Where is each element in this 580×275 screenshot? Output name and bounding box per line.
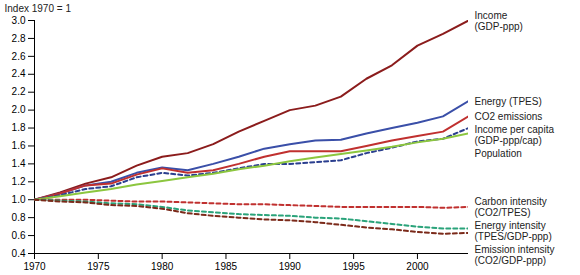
svg-text:2.2: 2.2 [12,86,26,97]
svg-text:2.8: 2.8 [12,33,26,44]
svg-text:Income per capita(GDP-ppp/cap): Income per capita(GDP-ppp/cap) [475,124,555,146]
svg-text:1995: 1995 [342,261,365,272]
svg-text:1975: 1975 [87,261,110,272]
svg-text:Energy intensity(TPES/GDP-ppp): Energy intensity(TPES/GDP-ppp) [475,220,552,242]
svg-text:1.8: 1.8 [12,122,26,133]
svg-text:1985: 1985 [215,261,238,272]
svg-text:2.0: 2.0 [12,104,26,115]
svg-text:3.0: 3.0 [12,15,26,26]
svg-text:Index 1970 = 1: Index 1970 = 1 [5,3,72,14]
svg-text:1990: 1990 [279,261,302,272]
svg-text:1.6: 1.6 [12,140,26,151]
svg-text:0.8: 0.8 [12,212,26,223]
svg-text:Energy (TPES): Energy (TPES) [475,96,542,107]
svg-text:0.4: 0.4 [12,248,26,259]
svg-text:Carbon intensity(CO2/TPES): Carbon intensity(CO2/TPES) [475,196,547,218]
svg-text:1.0: 1.0 [12,194,26,205]
svg-text:1.2: 1.2 [12,176,26,187]
svg-text:0.6: 0.6 [12,230,26,241]
svg-text:1970: 1970 [23,261,46,272]
svg-text:2000: 2000 [406,261,429,272]
svg-text:CO2 emissions: CO2 emissions [475,111,543,122]
svg-text:2.4: 2.4 [12,68,26,79]
svg-text:Emission intensity(CO2/GDP-ppp: Emission intensity(CO2/GDP-ppp) [475,244,555,266]
svg-text:Population: Population [475,148,522,159]
svg-text:1.4: 1.4 [12,158,26,169]
svg-text:1980: 1980 [151,261,174,272]
svg-text:2.6: 2.6 [12,51,26,62]
svg-text:Income(GDP-ppp): Income(GDP-ppp) [475,10,523,32]
